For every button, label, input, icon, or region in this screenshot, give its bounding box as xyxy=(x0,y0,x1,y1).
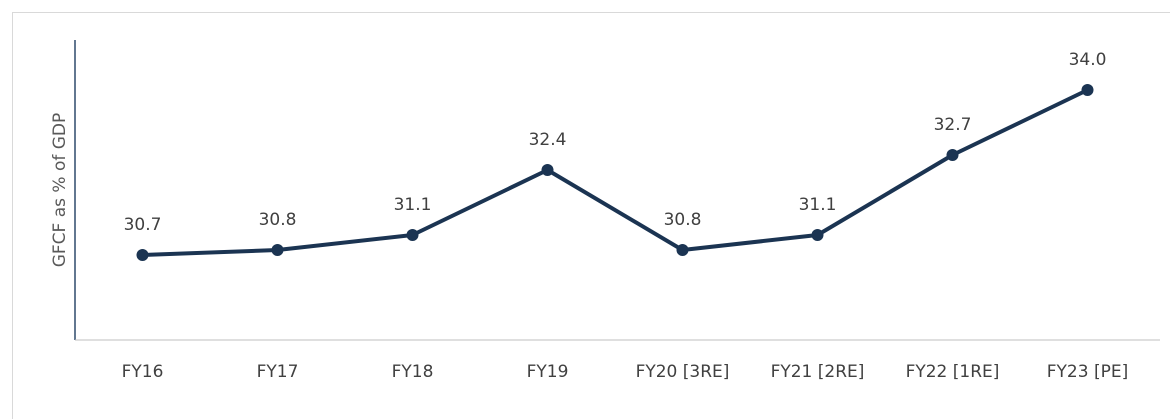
x-tick-label: FY16 xyxy=(122,362,164,382)
x-tick-label: FY23 [PE] xyxy=(1047,362,1128,382)
x-tick-label: FY18 xyxy=(392,362,434,382)
data-label: 30.8 xyxy=(664,210,702,230)
x-tick-label: FY20 [3RE] xyxy=(636,362,730,382)
x-tick-label: FY22 [1RE] xyxy=(906,362,1000,382)
y-axis-title: GFCF as % of GDP xyxy=(50,113,70,268)
data-label: 34.0 xyxy=(1069,50,1107,70)
point xyxy=(541,164,554,176)
data-label: 31.1 xyxy=(799,195,837,215)
point xyxy=(1081,84,1094,96)
data-label: 32.7 xyxy=(934,115,972,135)
x-tick-label: FY21 [2RE] xyxy=(771,362,865,382)
data-label: 32.4 xyxy=(529,130,567,150)
chart-border xyxy=(12,12,1170,419)
point xyxy=(811,229,824,241)
line xyxy=(142,88,1089,257)
point xyxy=(136,249,149,261)
point xyxy=(406,229,419,241)
point xyxy=(271,244,284,256)
point xyxy=(946,149,959,161)
point xyxy=(676,244,689,256)
data-label: 30.8 xyxy=(259,210,297,230)
x-tick-label: FY17 xyxy=(257,362,299,382)
data-label: 31.1 xyxy=(394,195,432,215)
data-label: 30.7 xyxy=(124,215,162,235)
x-tick-label: FY19 xyxy=(527,362,569,382)
